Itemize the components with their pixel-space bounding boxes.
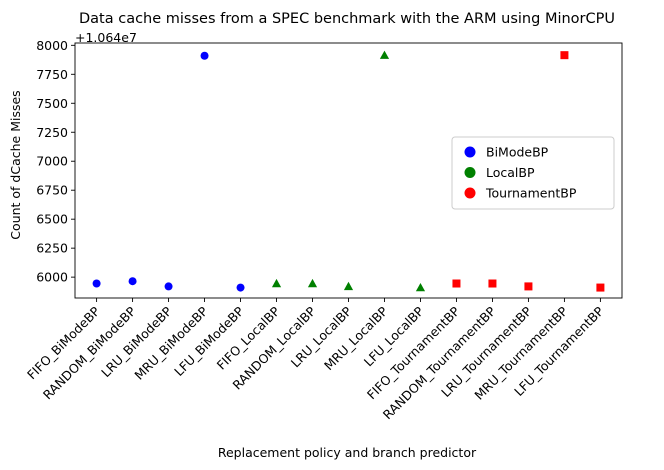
y-tick-label: 7500 xyxy=(36,96,68,111)
y-tick-label: 7000 xyxy=(36,154,68,169)
data-point-bimodebp xyxy=(164,282,173,291)
data-point-localbp xyxy=(415,282,426,292)
data-point-bimodebp xyxy=(128,277,137,286)
data-point-localbp xyxy=(271,278,282,288)
data-point-localbp xyxy=(343,281,354,291)
data-point-tournamentbp xyxy=(488,279,497,288)
legend-label-bimodebp: BiModeBP xyxy=(486,145,549,160)
y-tick-label: 7250 xyxy=(36,125,68,140)
legend-marker-bimodebp xyxy=(464,146,476,158)
data-point-tournamentbp xyxy=(524,282,533,291)
y-tick-label: 8000 xyxy=(36,38,68,53)
data-point-localbp xyxy=(379,50,390,59)
chart-title: Data cache misses from a SPEC benchmark … xyxy=(79,11,615,27)
y-tick-label: 6750 xyxy=(36,183,68,198)
legend-marker-localbp xyxy=(464,167,476,178)
y-axis-label: Count of dCache Misses xyxy=(8,90,23,239)
y-tick-label: 6000 xyxy=(36,270,68,285)
x-axis-label: Replacement policy and branch predictor xyxy=(218,445,477,460)
data-point-bimodebp xyxy=(236,283,245,292)
legend-label-localbp: LocalBP xyxy=(486,165,535,180)
data-point-localbp xyxy=(307,278,318,288)
y-offset-label: +1.064e7 xyxy=(75,30,137,45)
y-tick-label: 6500 xyxy=(36,212,68,227)
data-point-bimodebp xyxy=(200,51,209,60)
legend-label-tournamentbp: TournamentBP xyxy=(485,186,577,201)
legend-box xyxy=(451,136,615,210)
data-point-bimodebp xyxy=(92,279,101,288)
data-point-tournamentbp xyxy=(596,283,605,292)
plot-area: 600062506500675070007250750077508000FIFO… xyxy=(24,38,623,422)
y-tick-label: 7750 xyxy=(36,67,68,82)
data-point-tournamentbp xyxy=(452,279,461,288)
y-tick-label: 6250 xyxy=(36,241,68,256)
legend: BiModeBP LocalBP TournamentBP xyxy=(451,136,615,210)
legend-marker-tournamentbp xyxy=(464,187,476,199)
data-point-tournamentbp xyxy=(560,51,569,60)
